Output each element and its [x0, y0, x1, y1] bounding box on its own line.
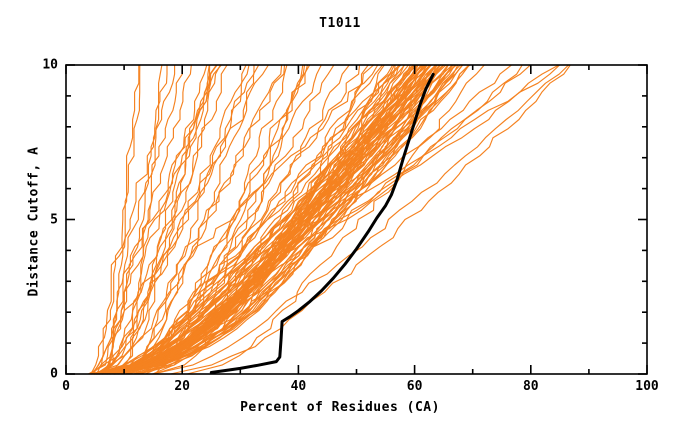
prediction-curve [96, 64, 192, 375]
prediction-curve [92, 64, 361, 375]
prediction-curve [92, 64, 447, 375]
prediction-curves-layer [88, 64, 571, 375]
prediction-curve [91, 65, 183, 375]
prediction-curve [125, 64, 394, 375]
x-tick-label: 20 [174, 379, 191, 394]
y-tick-label: 10 [42, 57, 58, 73]
prediction-curve [90, 65, 176, 375]
y-tick-label: 0 [50, 366, 58, 382]
prediction-curve [93, 64, 424, 375]
prediction-curve [117, 64, 322, 375]
prediction-curve [106, 64, 449, 375]
prediction-curve [96, 64, 457, 375]
prediction-curve [134, 64, 369, 375]
prediction-curve [116, 64, 419, 375]
x-tick-label: 40 [290, 379, 307, 394]
prediction-curve [117, 64, 470, 375]
x-tick-label: 60 [406, 379, 423, 394]
prediction-curve [152, 64, 306, 375]
prediction-curve [126, 64, 523, 375]
prediction-curve [125, 64, 250, 375]
prediction-curve [139, 64, 512, 375]
prediction-curve [129, 64, 379, 375]
y-tick-label: 5 [50, 212, 58, 227]
prediction-curve [145, 64, 350, 375]
prediction-curve [100, 65, 168, 375]
prediction-curve [113, 64, 210, 375]
prediction-curve [118, 64, 286, 375]
prediction-curve [92, 65, 140, 375]
x-tick-label: 0 [62, 379, 70, 394]
prediction-curve [106, 64, 463, 375]
x-tick-label: 100 [635, 379, 659, 394]
prediction-curve [135, 64, 396, 375]
prediction-curve [97, 64, 414, 375]
prediction-curve [97, 64, 416, 375]
prediction-curve [154, 64, 304, 375]
reference-curve [209, 72, 435, 374]
prediction-curve [112, 64, 436, 375]
prediction-curve [116, 64, 560, 375]
x-tick-label: 80 [522, 379, 539, 394]
prediction-curve [139, 64, 288, 375]
prediction-curve [96, 64, 431, 375]
prediction-curve [120, 64, 400, 375]
prediction-curve [99, 64, 218, 375]
prediction-curve [94, 64, 405, 375]
prediction-curve [101, 64, 309, 375]
prediction-curve [186, 64, 485, 375]
x-axis-title: Percent of Residues (CA) [240, 400, 440, 415]
prediction-curve [95, 64, 221, 375]
prediction-curve [94, 64, 247, 375]
prediction-curve [133, 64, 560, 375]
prediction-curve [153, 64, 569, 375]
prediction-curve [170, 64, 571, 375]
prediction-curve [96, 64, 211, 375]
chart-title: T1011 [319, 16, 361, 31]
prediction-curve [122, 64, 163, 375]
prediction-curve [108, 64, 141, 374]
axes-layer [65, 64, 648, 375]
prediction-curve [96, 64, 269, 375]
prediction-curve [153, 64, 395, 375]
